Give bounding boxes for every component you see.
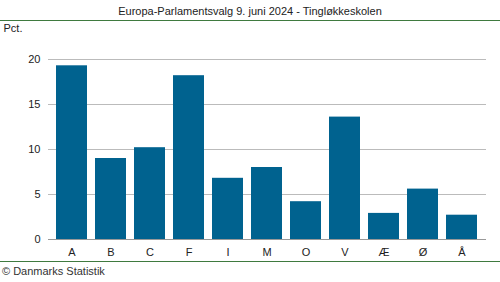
svg-text:F: F [186, 246, 193, 258]
svg-text:20: 20 [28, 53, 40, 65]
svg-text:M: M [262, 246, 271, 258]
svg-text:C: C [146, 246, 154, 258]
html-text:© Danmarks Statistik: © Danmarks Statistik [2, 265, 105, 277]
svg-text:Æ: Æ [379, 246, 390, 258]
svg-text:O: O [302, 246, 311, 258]
svg-text:15: 15 [28, 98, 40, 110]
html-text:Europa-Parlamentsvalg 9. juni: Europa-Parlamentsvalg 9. juni 2024 - Tin… [118, 5, 382, 17]
svg-text:Å: Å [458, 246, 466, 258]
svg-text:B: B [107, 246, 114, 258]
svg-text:I: I [226, 246, 229, 258]
svg-text:A: A [68, 246, 76, 258]
svg-text:Pct.: Pct. [4, 22, 23, 34]
svg-text:5: 5 [34, 188, 40, 200]
svg-text:Ø: Ø [419, 246, 428, 258]
svg-text:V: V [341, 246, 349, 258]
svg-text:0: 0 [34, 233, 40, 245]
svg-text:10: 10 [28, 143, 40, 155]
